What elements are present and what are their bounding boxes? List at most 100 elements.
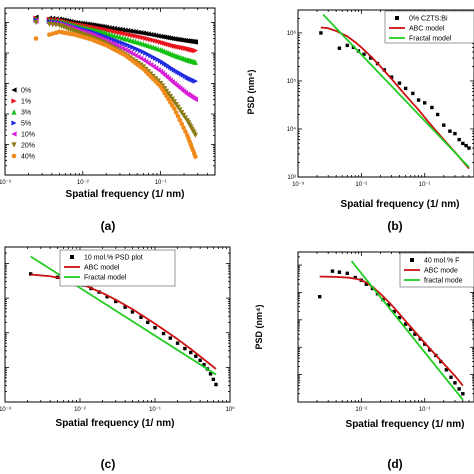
series-5-point	[125, 42, 131, 48]
x-tick-label: 10⁻¹	[419, 182, 431, 188]
series-40-mol-f-point	[345, 271, 349, 276]
legend-label: 10 mol.% PSD plot	[84, 255, 143, 262]
series-20-point	[177, 107, 183, 113]
series-20-point	[171, 99, 177, 105]
legend-marker	[395, 16, 399, 20]
legend: 40 mol.% F ABC mode fractal mode	[399, 252, 474, 288]
x-tick-label: 10⁻²	[355, 182, 367, 188]
legend-marker	[11, 87, 17, 93]
series-40-point	[183, 129, 188, 134]
series-10-mol-psd-plot-point	[114, 299, 118, 304]
series-1-point	[132, 33, 139, 39]
series-40-point	[179, 121, 185, 127]
series-20-point	[192, 132, 199, 138]
series-40-mol-f-point	[386, 303, 391, 307]
series-5-point	[132, 45, 139, 51]
series-5-point	[130, 44, 136, 50]
series-0-point	[114, 26, 120, 32]
series-1-point	[103, 27, 109, 33]
legend-label: 10%	[21, 132, 35, 139]
series-0-point	[111, 25, 117, 32]
series-5-point	[109, 36, 115, 42]
x-tick-label: 10⁻¹	[419, 407, 431, 413]
x-tick-label: 10⁻³	[0, 180, 11, 186]
series-40-mol-f-point	[337, 270, 342, 274]
series-40-point	[175, 113, 181, 119]
panel-b: 10⁻³ 10⁻² 10⁻¹ 10³ 10⁴ 10⁵ 10⁶ Spatial frequenc…	[246, 9, 474, 233]
series-10-mol-psd-plot-point	[139, 315, 143, 319]
legend-marker	[11, 120, 17, 126]
series-40-mol-f-point	[413, 332, 417, 336]
x-tick-label: 10⁻²	[355, 407, 367, 413]
series-0-czts-bi-point	[461, 141, 465, 146]
series-10-mol-psd-plot-point	[189, 350, 193, 355]
series-10-mol-psd-plot-point	[175, 341, 180, 345]
series-0-czts-bi-point	[457, 137, 461, 142]
series-5-point	[135, 46, 141, 53]
y-tick-label: 10⁶	[287, 30, 297, 37]
legend-marker	[11, 98, 17, 104]
series-1-point	[122, 31, 128, 37]
series-40-mol-f-point	[408, 327, 413, 332]
series-0-czts-bi-point	[362, 52, 366, 56]
series-10-mol-psd-plot-point	[153, 326, 157, 330]
x-tick-label: 10⁻¹	[155, 180, 167, 186]
legend-label: ABC model	[409, 26, 445, 33]
series-10-mol-psd-plot-point	[211, 377, 216, 382]
series-1-point	[125, 31, 131, 37]
series-0-czts-bi-point	[467, 146, 471, 150]
series-0-czts-bi-point	[442, 123, 446, 127]
series-5-point	[103, 34, 109, 40]
series-10-mol-psd-plot-point	[161, 331, 166, 336]
series-0-czts-bi-point	[416, 98, 421, 102]
series-group	[319, 14, 471, 170]
x-tick-label: 10⁻²	[77, 180, 89, 186]
series-40-point	[33, 36, 39, 41]
legend-label: 20%	[21, 143, 35, 150]
series-40-point	[177, 117, 183, 123]
series-0-point	[192, 39, 199, 45]
y-axis-label: PSD (nm⁴)	[246, 70, 256, 115]
series-40-mol-f-point	[364, 282, 369, 286]
series-0-point	[140, 30, 146, 36]
series-group	[317, 260, 465, 401]
series-0-czts-bi-point	[368, 56, 373, 60]
legend-box	[59, 249, 176, 287]
series-5-point	[117, 39, 123, 45]
series-0-point	[119, 27, 126, 33]
series-40-mol-f-point	[397, 315, 402, 320]
legend-label: ABC model	[84, 265, 120, 272]
panel-a: 10⁻³ 10⁻² 10⁻¹ Spatial frequency (1/ nm) (a)…	[0, 7, 216, 233]
series-0-czts-bi-point	[453, 131, 457, 136]
series-40-mol-f-point	[457, 387, 461, 391]
series-10-mol-psd-plot-point	[214, 382, 218, 387]
series-0-czts-bi-point	[464, 143, 468, 148]
x-axis-label: Spatial frequency (1/ nm)	[346, 419, 465, 430]
series-0-point	[148, 31, 154, 38]
x-tick-label: 10⁰	[225, 406, 235, 413]
series-40-point	[172, 106, 177, 111]
series-20-point	[167, 94, 174, 100]
series-1-point	[119, 30, 126, 36]
plot-frame	[4, 7, 216, 176]
legend-label: Fractal model	[409, 36, 452, 43]
series-0-point	[143, 30, 149, 37]
legend-marker	[70, 255, 74, 259]
series-40-mol-f-point	[392, 309, 396, 314]
series-0-czts-bi-point	[337, 46, 342, 50]
series-10-mol-psd-plot-point	[208, 372, 213, 376]
series-0-czts-bi-point	[435, 112, 440, 117]
series-1-point	[117, 29, 123, 36]
series-20-point	[165, 91, 172, 97]
series-10-mol-psd-plot-point	[183, 346, 187, 351]
series-5-point	[114, 38, 120, 44]
series-1-point	[109, 28, 115, 34]
legend-marker	[11, 131, 17, 137]
series-5-point	[192, 78, 199, 84]
series-20-point	[179, 110, 185, 116]
series-0-point	[127, 28, 133, 34]
series-abc-mode-line	[319, 275, 464, 387]
series-20-point	[180, 112, 187, 118]
legend-marker	[11, 142, 17, 148]
legend-marker	[11, 109, 17, 115]
